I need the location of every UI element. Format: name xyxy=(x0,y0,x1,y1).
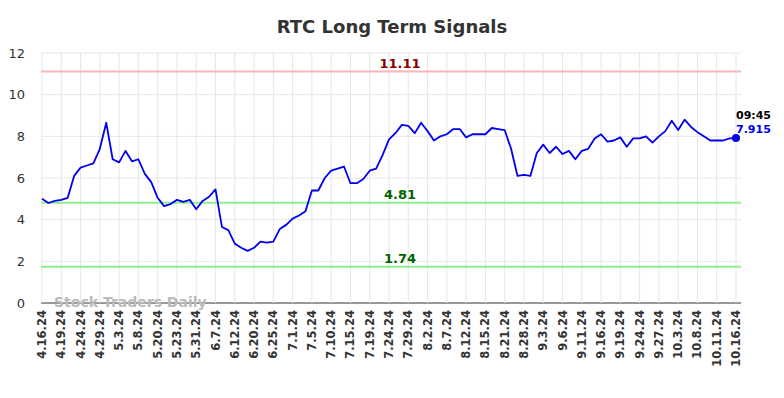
grid-line xyxy=(678,53,679,303)
x-tick-label: 8.7.24 xyxy=(440,310,454,351)
x-tick-label: 9.11.24 xyxy=(575,310,589,359)
x-tick-label: 8.2.24 xyxy=(421,310,435,351)
grid-line xyxy=(41,53,741,54)
grid-line xyxy=(176,53,177,303)
x-tick-label: 4.29.24 xyxy=(93,310,107,359)
y-tick-label: 2 xyxy=(17,254,25,269)
grid-line xyxy=(466,53,467,303)
grid-line xyxy=(99,53,100,303)
x-tick-label: 6.7.24 xyxy=(209,310,223,351)
x-tick-label: 8.15.24 xyxy=(478,310,492,359)
grid-line xyxy=(254,53,255,303)
reference-label: 1.74 xyxy=(384,251,416,266)
y-tick-label: 4 xyxy=(17,212,25,227)
x-tick-label: 4.16.24 xyxy=(35,310,49,359)
grid-line xyxy=(620,53,621,303)
y-tick-label: 8 xyxy=(17,129,25,144)
x-tick-label: 8.28.24 xyxy=(517,310,531,359)
grid-line xyxy=(41,94,741,95)
y-tick-label: 0 xyxy=(17,296,25,311)
x-tick-label: 5.8.24 xyxy=(131,310,145,351)
grid-line xyxy=(234,53,235,303)
grid-line xyxy=(581,53,582,303)
grid-line xyxy=(658,53,659,303)
x-tick-label: 9.16.24 xyxy=(594,310,608,359)
x-tick-label: 9.6.24 xyxy=(556,310,570,351)
x-tick-label: 7.24.24 xyxy=(382,310,396,359)
grid-line xyxy=(350,53,351,303)
x-tick-label: 6.12.24 xyxy=(228,310,242,359)
x-tick-label: 9.3.24 xyxy=(536,310,550,351)
x-tick-label: 5.23.24 xyxy=(170,310,184,359)
x-tick-label: 9.19.24 xyxy=(613,310,627,359)
price-line xyxy=(42,120,736,251)
last-value: 7.915 xyxy=(736,123,771,136)
reference-label: 11.11 xyxy=(379,56,420,71)
x-tick-label: 10.16.24 xyxy=(729,310,743,367)
x-tick-label: 7.5.24 xyxy=(305,310,319,351)
last-time: 09:45 xyxy=(736,109,771,122)
y-tick-label: 10 xyxy=(8,87,25,102)
grid-line xyxy=(215,53,216,303)
x-tick-label: 5.31.24 xyxy=(189,310,203,359)
grid-line xyxy=(61,53,62,303)
grid-line xyxy=(273,53,274,303)
x-tick-label: 5.20.24 xyxy=(151,310,165,359)
reference-line xyxy=(41,266,741,268)
grid-line xyxy=(157,53,158,303)
reference-label: 4.81 xyxy=(384,187,416,202)
grid-line xyxy=(119,53,120,303)
grid-line xyxy=(523,53,524,303)
grid-line xyxy=(42,53,43,303)
plot xyxy=(41,72,741,267)
grid-line xyxy=(697,53,698,303)
x-tick-label: 5.3.24 xyxy=(112,310,126,351)
grid-line xyxy=(543,53,544,303)
x-tick-label: 4.24.24 xyxy=(74,310,88,359)
grid-line xyxy=(331,53,332,303)
grid-line xyxy=(369,53,370,303)
reference-line xyxy=(41,71,741,73)
grid-line xyxy=(601,53,602,303)
grid-line xyxy=(41,219,741,220)
grid-line xyxy=(41,178,741,179)
x-tick-label: 10.11.24 xyxy=(710,310,724,367)
x-tick-label: 6.20.24 xyxy=(247,310,261,359)
grid-line xyxy=(427,53,428,303)
x-tick-label: 7.10.24 xyxy=(324,310,338,359)
grid-line xyxy=(504,53,505,303)
x-tick-label: 8.21.24 xyxy=(498,310,512,359)
chart: RTC Long Term Signals 0 2 4 6 8 10 12 4.16.24 4.1… xyxy=(0,0,784,398)
reference-line xyxy=(41,202,741,204)
grid-line xyxy=(80,53,81,303)
x-tick-label: 6.25.24 xyxy=(266,310,280,359)
grid-line xyxy=(736,53,737,303)
grid-line xyxy=(639,53,640,303)
x-tick-label: 9.24.24 xyxy=(633,310,647,359)
grid-line xyxy=(446,53,447,303)
grid-line xyxy=(716,53,717,303)
background xyxy=(0,0,784,398)
y-tick-label: 12 xyxy=(8,46,25,61)
y-tick-label: 6 xyxy=(17,171,25,186)
grid-line xyxy=(292,53,293,303)
watermark: Stock Traders Daily xyxy=(54,294,207,310)
x-tick-label: 10.8.24 xyxy=(690,310,704,359)
grid-line xyxy=(138,53,139,303)
x-tick-label: 10.3.24 xyxy=(671,310,685,359)
x-tick-label: 7.19.24 xyxy=(363,310,377,359)
x-tick-label: 7.15.24 xyxy=(343,310,357,359)
x-tick-label: 9.27.24 xyxy=(652,310,666,359)
grid-line xyxy=(562,53,563,303)
grid-line xyxy=(311,53,312,303)
x-tick-label: 4.19.24 xyxy=(54,310,68,359)
x-tick-label: 8.12.24 xyxy=(459,310,473,359)
x-tick-label: 7.1.24 xyxy=(286,310,300,351)
x-tick-label: 7.29.24 xyxy=(401,310,415,359)
grid-line xyxy=(485,53,486,303)
grid-line xyxy=(196,53,197,303)
title: RTC Long Term Signals xyxy=(277,16,507,37)
